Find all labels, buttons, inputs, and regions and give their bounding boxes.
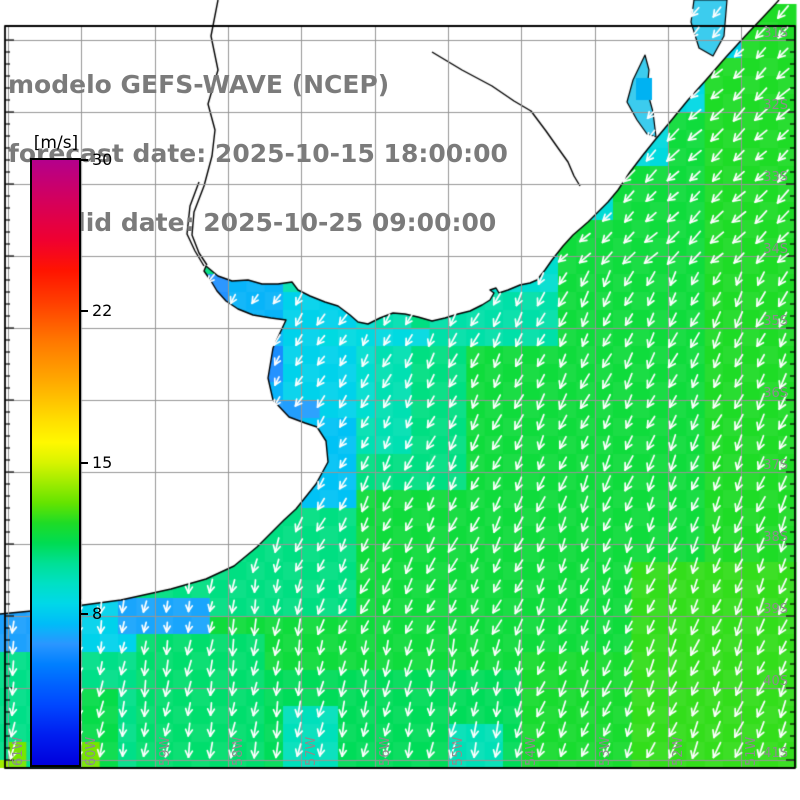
colorbar-tick-label: 22 xyxy=(92,301,113,321)
colorbar-units-label: [m/s] xyxy=(33,133,79,153)
map-title-block: modelo GEFS-WAVE (NCEP) forecast date: 2… xyxy=(8,27,508,280)
colorbar-tick xyxy=(81,612,88,615)
colorbar-tick-label: 8 xyxy=(92,603,103,623)
colorbar: [m/s] 30 22 15 8 xyxy=(30,133,112,767)
model-title: modelo GEFS-WAVE (NCEP) xyxy=(8,70,390,99)
colorbar-gradient xyxy=(30,158,81,767)
colorbar-tick xyxy=(81,461,88,464)
valid-date-line: valid date: 2025-10-25 09:00:00 xyxy=(44,208,497,237)
colorbar-tick-label: 30 xyxy=(92,150,113,169)
colorbar-tick-label: 15 xyxy=(92,452,113,472)
colorbar-tick xyxy=(81,310,88,313)
colorbar-tick xyxy=(81,159,88,161)
